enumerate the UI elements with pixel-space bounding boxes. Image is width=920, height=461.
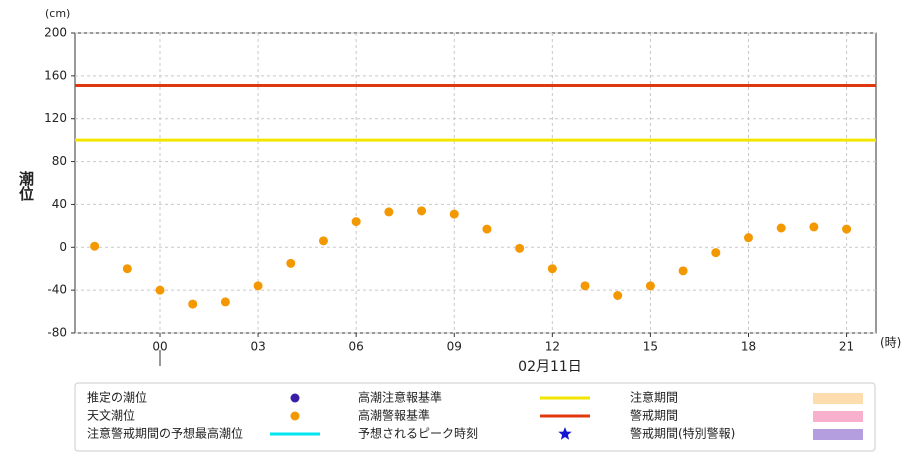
x-axis-label: 02月11日 [518, 359, 582, 375]
data-point [188, 299, 198, 309]
legend-label: 警戒期間 [630, 408, 678, 423]
legend-label: 注意警戒期間の予想最高潮位 [87, 426, 243, 441]
data-point [613, 291, 623, 300]
data-point [711, 248, 721, 258]
legend-label: 推定の潮位 [87, 390, 147, 405]
legend-label: 注意期間 [630, 390, 678, 405]
data-point [809, 222, 819, 232]
legend-label: 高潮警報基準 [358, 408, 430, 423]
data-point [449, 209, 459, 219]
data-point [253, 281, 263, 291]
x-unit: (時) [880, 336, 901, 350]
y-tick-label: 40 [52, 197, 67, 211]
y-tick-label: 80 [52, 154, 67, 168]
data-point [220, 297, 230, 307]
plot-frame [74, 32, 877, 334]
legend-symbol [813, 393, 863, 404]
data-point [90, 241, 100, 251]
data-point [286, 258, 296, 268]
data-point [155, 285, 165, 295]
legend-symbol [290, 393, 300, 403]
data-point [645, 281, 655, 291]
y-tick-label: -40 [47, 283, 67, 297]
x-tick-label: 21 [839, 340, 854, 354]
y-tick-label: 120 [44, 111, 67, 125]
x-tick-label: 18 [741, 340, 756, 354]
x-tick-label: 00 [152, 340, 167, 354]
y-unit: (cm) [45, 7, 70, 20]
data-point [547, 264, 557, 274]
data-point [678, 266, 688, 276]
legend-label: 高潮注意報基準 [358, 390, 442, 405]
x-tick-label: 09 [447, 340, 462, 354]
x-tick-label: 03 [250, 340, 265, 354]
legend-label: 警戒期間(特別警報) [630, 426, 735, 441]
data-point [384, 207, 394, 217]
legend-box [74, 382, 876, 452]
data-point [842, 224, 852, 234]
x-tick-label: 15 [643, 340, 658, 354]
data-point [351, 217, 361, 227]
legend-label: 天文潮位 [87, 408, 135, 423]
data-point [482, 224, 492, 234]
legend-symbol [813, 411, 863, 422]
legend-symbol [558, 427, 572, 440]
legend-symbol [813, 429, 863, 440]
data-point [122, 264, 132, 274]
data-point [580, 281, 590, 291]
y-tick-label: 0 [59, 240, 67, 254]
y-tick-label: 200 [44, 26, 67, 40]
data-point [776, 223, 786, 233]
y-axis-label: 潮位 [17, 170, 35, 201]
y-tick-label: 160 [44, 68, 67, 82]
legend-label: 予想されるピーク時刻 [358, 426, 478, 441]
legend-symbol [290, 411, 300, 421]
data-point [417, 206, 427, 216]
y-tick-label: -80 [47, 326, 67, 340]
data-point [318, 236, 328, 246]
x-tick-label: 06 [349, 340, 364, 354]
data-point [743, 233, 753, 243]
x-tick-label: 12 [545, 340, 560, 354]
data-point [515, 243, 525, 253]
